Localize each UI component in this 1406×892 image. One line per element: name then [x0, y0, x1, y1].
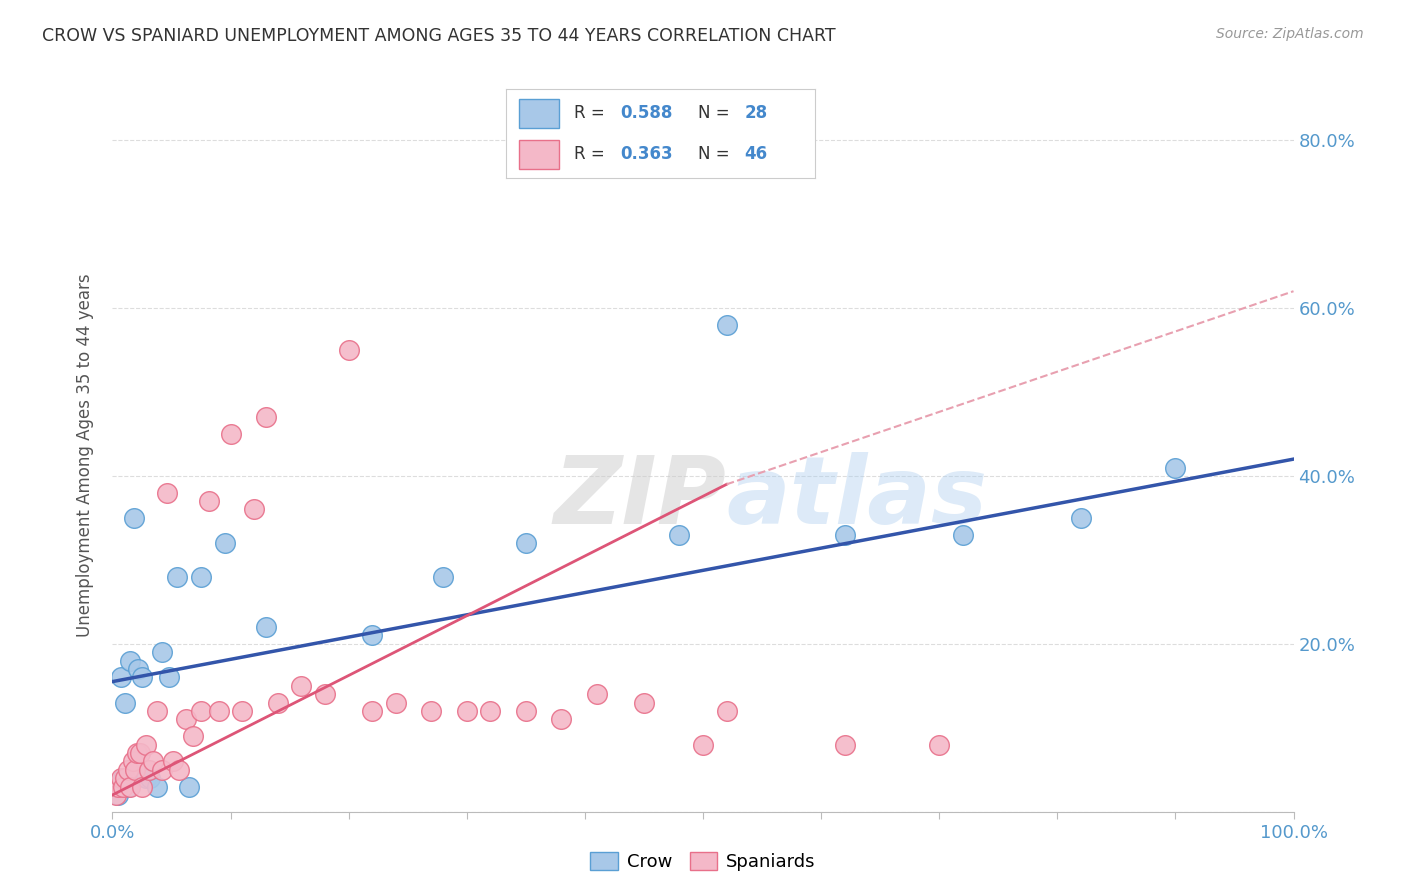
Point: [420, 704, 443, 718]
Point: [112, 780, 135, 794]
Point: [254, 620, 277, 634]
Point: [432, 569, 454, 583]
Point: [135, 771, 157, 785]
Point: [290, 679, 312, 693]
Point: [190, 569, 212, 583]
Y-axis label: Unemployment Among Ages 35 to 44 years: Unemployment Among Ages 35 to 44 years: [76, 273, 94, 637]
Point: [131, 670, 153, 684]
FancyBboxPatch shape: [519, 140, 558, 169]
Point: [361, 704, 384, 718]
Point: [105, 788, 128, 802]
Point: [190, 704, 212, 718]
Point: [515, 704, 537, 718]
Point: [135, 738, 157, 752]
Text: 0.588: 0.588: [620, 104, 673, 122]
Point: [114, 771, 136, 785]
Point: [179, 780, 201, 794]
Point: [550, 712, 572, 726]
Point: [112, 771, 135, 785]
Point: [162, 755, 184, 769]
Point: [146, 780, 169, 794]
Point: [146, 704, 169, 718]
Point: [150, 645, 173, 659]
Point: [142, 755, 165, 769]
Point: [716, 704, 738, 718]
Text: CROW VS SPANIARD UNEMPLOYMENT AMONG AGES 35 TO 44 YEARS CORRELATION CHART: CROW VS SPANIARD UNEMPLOYMENT AMONG AGES…: [42, 27, 835, 45]
Text: 28: 28: [744, 104, 768, 122]
Point: [166, 569, 188, 583]
Point: [633, 696, 655, 710]
Point: [716, 318, 738, 332]
Point: [120, 654, 142, 668]
Point: [127, 746, 149, 760]
Point: [361, 628, 384, 642]
Point: [131, 780, 153, 794]
Point: [120, 780, 142, 794]
Point: [198, 494, 221, 508]
Point: [110, 670, 132, 684]
Point: [117, 763, 139, 777]
Text: N =: N =: [697, 104, 735, 122]
Point: [928, 738, 950, 752]
Point: [952, 527, 974, 541]
Point: [692, 738, 714, 752]
Point: [128, 746, 150, 760]
Point: [385, 696, 408, 710]
Point: [150, 763, 173, 777]
Point: [122, 511, 145, 525]
Text: atlas: atlas: [727, 451, 988, 544]
FancyBboxPatch shape: [519, 99, 558, 128]
Point: [515, 536, 537, 550]
Text: ZIP: ZIP: [554, 451, 727, 544]
Point: [114, 696, 136, 710]
Point: [167, 763, 190, 777]
Point: [231, 704, 253, 718]
Text: R =: R =: [574, 104, 610, 122]
Text: R =: R =: [574, 145, 610, 163]
Point: [107, 788, 129, 802]
Point: [585, 687, 607, 701]
Point: [121, 755, 143, 769]
Point: [208, 704, 231, 718]
Text: 0.363: 0.363: [620, 145, 673, 163]
Point: [254, 410, 277, 425]
Text: N =: N =: [697, 145, 735, 163]
Point: [834, 527, 856, 541]
Legend: Crow, Spaniards: Crow, Spaniards: [583, 845, 823, 879]
Point: [1164, 460, 1187, 475]
Point: [110, 771, 132, 785]
Point: [139, 771, 162, 785]
Point: [1070, 511, 1092, 525]
Point: [267, 696, 290, 710]
Point: [243, 502, 266, 516]
Text: Source: ZipAtlas.com: Source: ZipAtlas.com: [1216, 27, 1364, 41]
Point: [219, 426, 242, 441]
Point: [668, 527, 690, 541]
Text: 46: 46: [744, 145, 768, 163]
Point: [117, 780, 139, 794]
Point: [834, 738, 856, 752]
Point: [156, 485, 179, 500]
Point: [157, 670, 180, 684]
Point: [314, 687, 336, 701]
Point: [138, 763, 160, 777]
Point: [214, 536, 236, 550]
Point: [107, 780, 129, 794]
Point: [174, 712, 197, 726]
Point: [127, 662, 149, 676]
Point: [479, 704, 502, 718]
Point: [456, 704, 478, 718]
Point: [181, 729, 204, 743]
Point: [337, 343, 360, 357]
Point: [124, 763, 146, 777]
